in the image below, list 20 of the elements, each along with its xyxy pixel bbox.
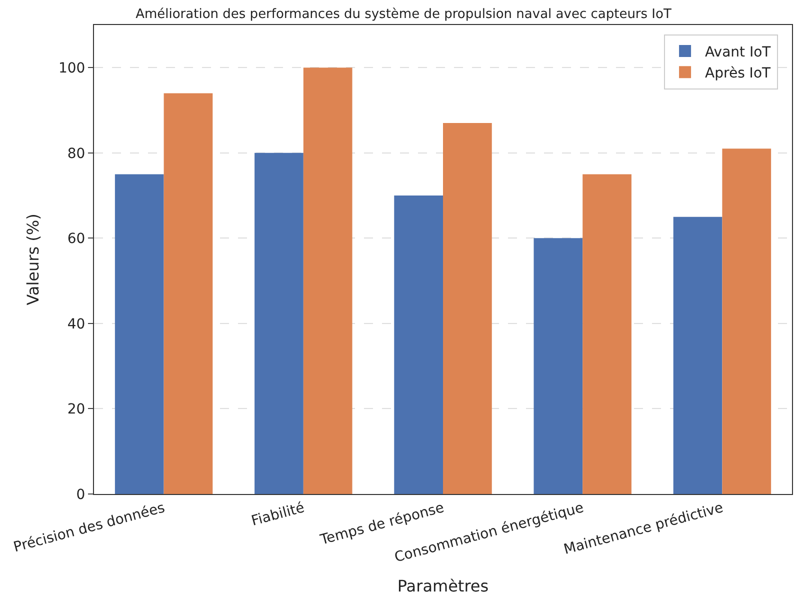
y-axis-title: Valeurs (%)	[23, 214, 42, 306]
legend-label: Après IoT	[705, 66, 772, 82]
bar	[443, 123, 492, 494]
y-tick-label: 60	[67, 231, 86, 248]
y-tick-label: 80	[67, 146, 86, 162]
bar	[582, 174, 632, 494]
y-tick-label: 20	[67, 402, 86, 418]
chart-title: Amélioration des performances du système de propulsion naval avec capteurs IoT	[136, 7, 672, 22]
bar	[722, 148, 772, 494]
bar	[394, 196, 443, 494]
x-axis-title: Paramètres	[397, 576, 489, 596]
bar	[534, 238, 583, 494]
y-tick-label: 100	[58, 60, 86, 77]
bar	[254, 152, 304, 494]
bar	[673, 216, 722, 494]
y-tick-label: 40	[67, 316, 86, 332]
bar	[164, 93, 213, 494]
bar	[303, 68, 352, 494]
bar	[114, 174, 164, 494]
legend-label: Avant IoT	[705, 44, 772, 60]
